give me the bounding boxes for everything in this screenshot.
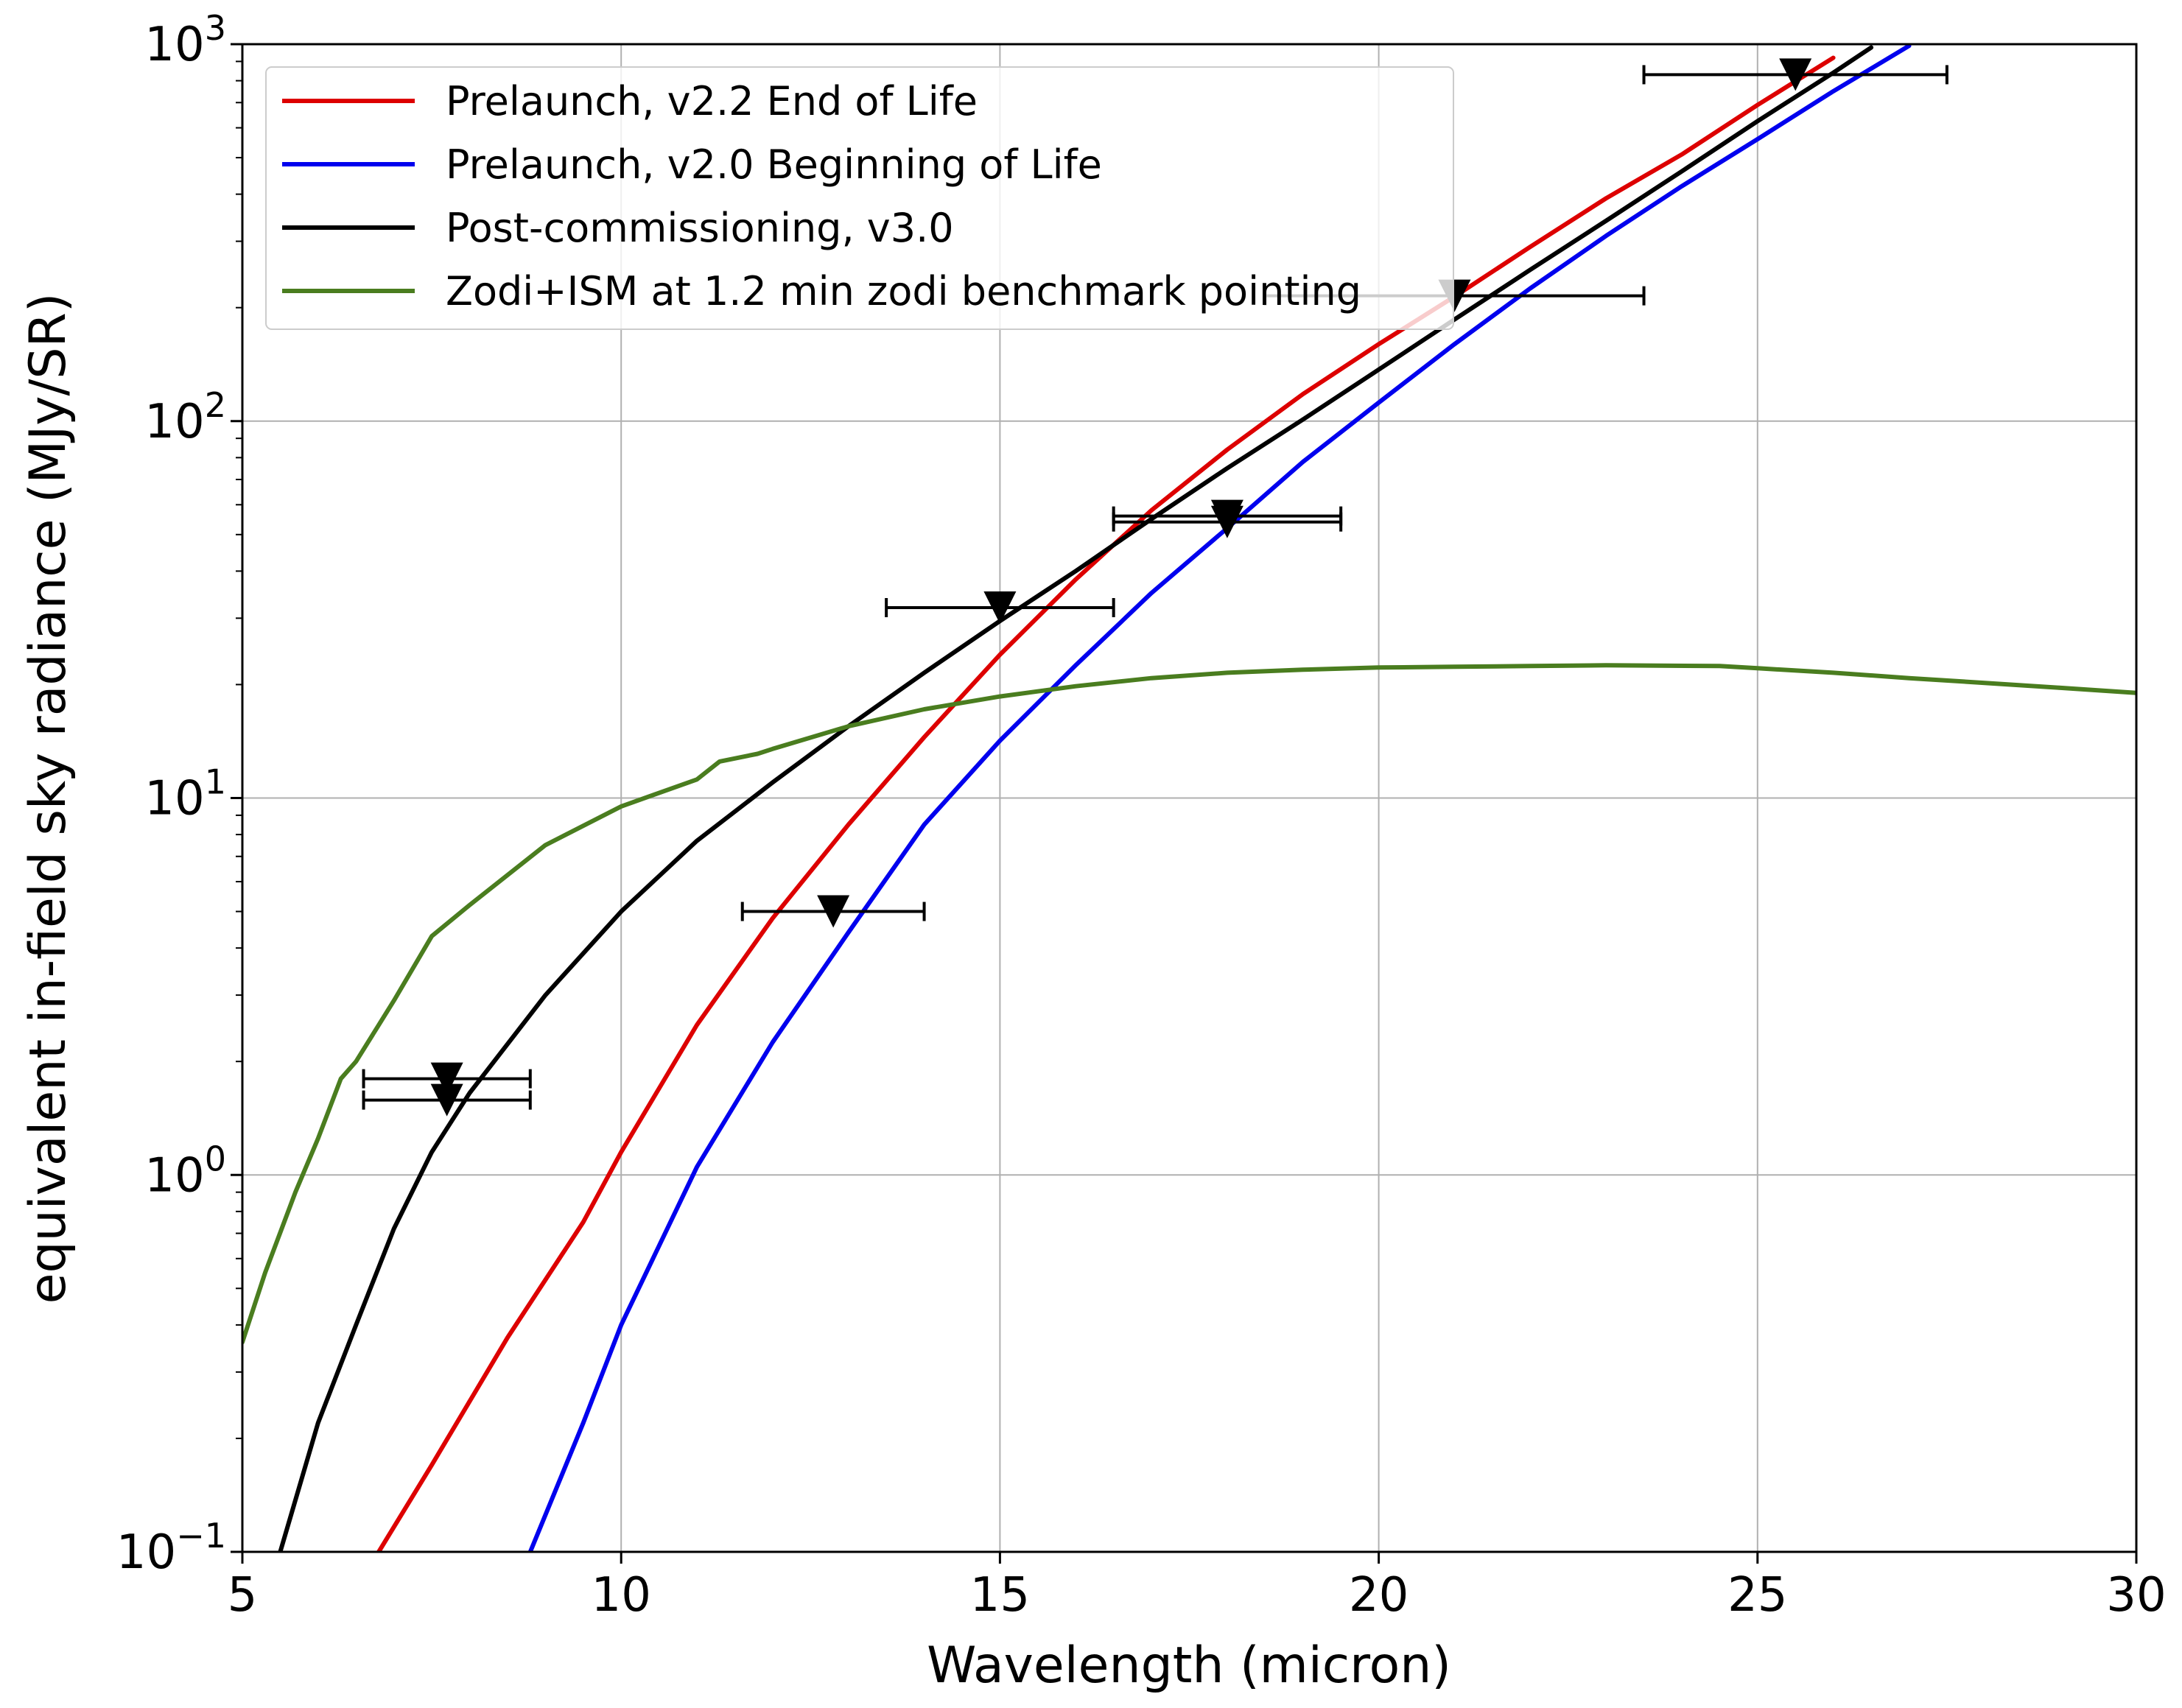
- legend-label: Zodi+ISM at 1.2 min zodi benchmark point…: [446, 268, 1361, 314]
- x-axis-title: Wavelength (micron): [927, 1637, 1451, 1695]
- y-tick-label: 101: [144, 762, 226, 826]
- triangle-down-marker: [1779, 58, 1812, 91]
- upper-limit-point: [1112, 505, 1343, 538]
- series-line-1: [376, 55, 1836, 1552]
- legend-item: Prelaunch, v2.0 Beginning of Life: [282, 141, 1102, 188]
- y-tick-label: 100: [144, 1139, 226, 1203]
- x-tick-label: 5: [228, 1568, 258, 1623]
- upper-limit-point: [740, 895, 926, 928]
- legend-box: [265, 66, 1454, 330]
- triangle-down-marker: [817, 895, 850, 928]
- legend-label: Prelaunch, v2.2 End of Life: [446, 78, 978, 124]
- upper-limit-point: [362, 1083, 532, 1117]
- x-tick-label: 30: [2106, 1568, 2166, 1623]
- upper-limit-point: [362, 1062, 532, 1095]
- y-axis-title: equivalent in-field sky radiance (MJy/SR…: [19, 293, 77, 1304]
- x-tick-label: 10: [591, 1568, 650, 1623]
- legend: Prelaunch, v2.2 End of Life Prelaunch, v2…: [265, 66, 1454, 330]
- upper-limit-point: [1642, 58, 1948, 91]
- series-line-2: [527, 44, 1912, 1552]
- legend-item: Prelaunch, v2.2 End of Life: [282, 78, 978, 124]
- triangle-down-marker: [1210, 505, 1243, 538]
- y-tick-label: 10−1: [116, 1516, 226, 1580]
- y-tick-label: 103: [144, 8, 226, 72]
- x-tick-label: 20: [1349, 1568, 1409, 1623]
- legend-item: Zodi+ISM at 1.2 min zodi benchmark point…: [282, 268, 1361, 314]
- triangle-down-marker: [430, 1083, 463, 1117]
- triangle-down-marker: [983, 591, 1017, 624]
- axis-ticks: 5 10 15 20 25 30 10−1 100 101 102 103: [116, 8, 2167, 1623]
- triangle-down-marker: [430, 1062, 463, 1095]
- legend-label: Prelaunch, v2.0 Beginning of Life: [446, 141, 1102, 188]
- series-line-4: [242, 663, 2136, 1345]
- x-tick-label: 15: [970, 1568, 1030, 1623]
- x-tick-label: 25: [1727, 1568, 1787, 1623]
- legend-label: Post-commissioning, v3.0: [446, 205, 954, 251]
- y-tick-label: 102: [144, 385, 226, 449]
- upper-limit-point: [885, 591, 1115, 624]
- legend-item: Post-commissioning, v3.0: [282, 205, 954, 251]
